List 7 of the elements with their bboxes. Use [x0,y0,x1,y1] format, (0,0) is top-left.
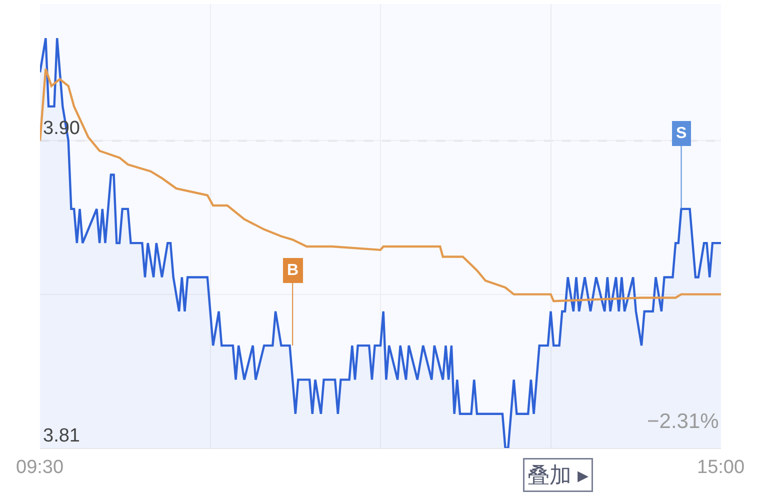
annotation: S [676,125,687,142]
x-tick-label: 15:00 [697,457,745,478]
annotation: B [287,262,299,279]
x-tick-label: 09:30 [16,457,64,478]
y-tick-label: 3.81 [43,425,80,446]
text: 叠加 ▸ [528,462,589,488]
annotation: −2.31% [647,410,719,433]
